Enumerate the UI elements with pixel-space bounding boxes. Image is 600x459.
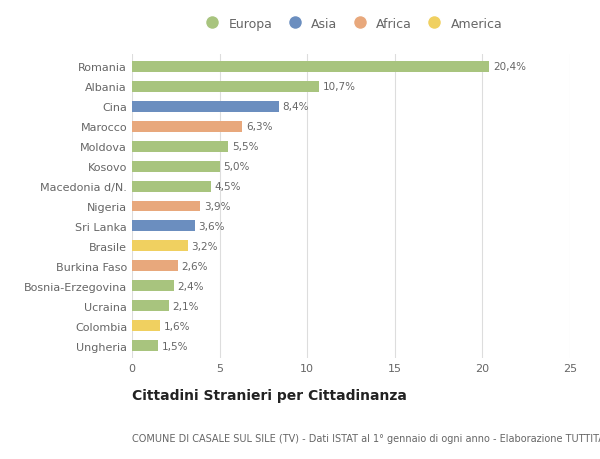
Text: 1,6%: 1,6%: [164, 321, 190, 331]
Bar: [132, 341, 158, 352]
Text: 20,4%: 20,4%: [493, 62, 526, 72]
Text: 3,2%: 3,2%: [191, 241, 218, 252]
Bar: [132, 161, 220, 172]
Bar: [132, 101, 279, 112]
Legend: Europa, Asia, Africa, America: Europa, Asia, Africa, America: [194, 13, 508, 36]
Text: Cittadini Stranieri per Cittadinanza: Cittadini Stranieri per Cittadinanza: [132, 388, 407, 403]
Bar: [132, 261, 178, 272]
Text: 3,9%: 3,9%: [204, 202, 230, 212]
Bar: [132, 201, 200, 212]
Text: 3,6%: 3,6%: [199, 222, 225, 231]
Text: 5,5%: 5,5%: [232, 142, 259, 152]
Bar: [132, 181, 211, 192]
Bar: [132, 82, 319, 92]
Text: 2,6%: 2,6%: [181, 261, 208, 271]
Bar: [132, 321, 160, 331]
Text: 10,7%: 10,7%: [323, 82, 356, 92]
Text: 6,3%: 6,3%: [246, 122, 272, 132]
Text: COMUNE DI CASALE SUL SILE (TV) - Dati ISTAT al 1° gennaio di ogni anno - Elabora: COMUNE DI CASALE SUL SILE (TV) - Dati IS…: [132, 433, 600, 442]
Bar: [132, 62, 490, 73]
Text: 8,4%: 8,4%: [283, 102, 309, 112]
Text: 5,0%: 5,0%: [223, 162, 250, 172]
Text: 1,5%: 1,5%: [162, 341, 188, 351]
Text: 2,1%: 2,1%: [172, 301, 199, 311]
Bar: [132, 301, 169, 312]
Bar: [132, 241, 188, 252]
Text: 4,5%: 4,5%: [214, 182, 241, 191]
Bar: [132, 221, 195, 232]
Text: 2,4%: 2,4%: [178, 281, 204, 291]
Bar: [132, 281, 174, 292]
Bar: [132, 121, 242, 132]
Bar: [132, 141, 229, 152]
